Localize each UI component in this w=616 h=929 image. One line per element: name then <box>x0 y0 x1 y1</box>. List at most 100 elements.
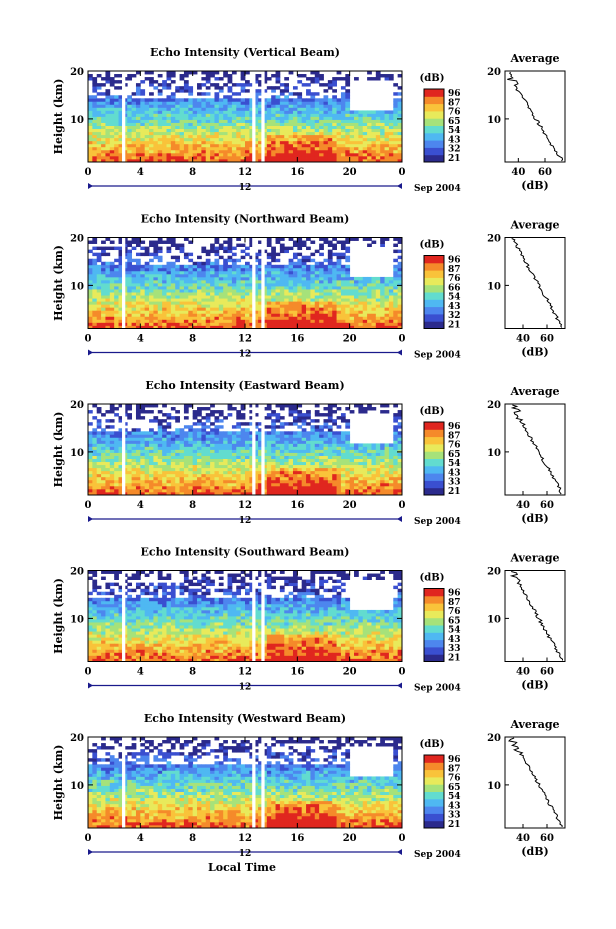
heatmap-cell <box>371 137 377 142</box>
heatmap-cell <box>166 261 172 266</box>
heatmap-cell <box>96 410 102 414</box>
heatmap-cell <box>231 283 237 287</box>
date-marker: 12 <box>239 350 252 360</box>
heatmap-cell <box>306 446 311 450</box>
heatmap-cell <box>319 246 324 251</box>
heatmap-cell <box>310 431 316 435</box>
heatmap-cell <box>288 295 294 299</box>
heatmap-cell <box>397 152 403 157</box>
heatmap-cell <box>96 488 102 493</box>
heatmap-cell <box>227 452 233 456</box>
heatmap-cell <box>319 104 324 108</box>
heatmap-cell <box>271 86 276 90</box>
heatmap-cell <box>319 298 324 302</box>
heatmap-cell <box>367 128 372 133</box>
heatmap-cell <box>279 237 285 241</box>
heatmap-cell <box>266 289 272 293</box>
heatmap-cell <box>183 425 189 429</box>
heatmap-cell <box>279 479 285 484</box>
heatmap-cell <box>266 313 272 317</box>
heatmap-cell <box>236 446 242 450</box>
heatmap-cell <box>96 149 102 154</box>
heatmap-cell <box>240 286 246 290</box>
profile-title: Average <box>509 52 559 65</box>
heatmap-cell <box>227 298 233 302</box>
heatmap-cell <box>266 298 272 302</box>
heatmap-cell <box>157 125 163 130</box>
heatmap-cell <box>88 119 93 123</box>
heatmap-cell <box>162 434 167 438</box>
heatmap-cell <box>127 458 133 463</box>
heatmap-cell <box>375 310 381 314</box>
heatmap-cell <box>149 146 154 151</box>
heatmap-cell <box>197 137 202 142</box>
heatmap-cell <box>114 316 119 320</box>
heatmap-cell <box>288 143 294 148</box>
heatmap-cell <box>314 101 320 105</box>
heatmap-cell <box>236 458 242 463</box>
heatmap-cell <box>127 98 133 102</box>
heatmap-cell <box>266 270 272 275</box>
heatmap-cell <box>249 107 255 111</box>
heatmap-cell <box>175 107 180 111</box>
heatmap-cell <box>135 470 141 475</box>
heatmap-cell <box>166 482 172 487</box>
heatmap-cell <box>135 416 141 420</box>
heatmap-cell <box>284 458 290 463</box>
heatmap-cell <box>258 110 263 114</box>
heatmap-cell <box>205 437 211 441</box>
heatmap-cell <box>297 449 303 453</box>
heatmap-cell <box>153 488 159 493</box>
heatmap-cell <box>284 467 290 472</box>
heatmap-cell <box>271 119 276 123</box>
heatmap-cell <box>92 440 98 444</box>
heatmap-cell <box>231 289 237 293</box>
heatmap-cell <box>292 128 298 133</box>
heatmap-cell <box>105 289 111 293</box>
heatmap-cell <box>192 101 198 105</box>
heatmap-cell <box>227 273 233 278</box>
heatmap-cell <box>301 270 307 275</box>
heatmap-cell <box>319 243 324 247</box>
heatmap-cell <box>218 461 224 466</box>
heatmap-cell <box>388 313 394 317</box>
heatmap-cell <box>358 125 364 130</box>
heatmap-cell <box>393 158 399 163</box>
heatmap-cell <box>201 122 207 126</box>
heatmap-cell <box>349 301 355 305</box>
heatmap-cell <box>340 267 346 272</box>
heatmap-cell <box>162 473 167 478</box>
heatmap-cell <box>140 264 146 269</box>
heatmap-cell <box>332 276 337 281</box>
heatmap-cell <box>253 289 259 293</box>
heatmap-cell <box>201 261 207 266</box>
heatmap-cell <box>284 125 290 130</box>
heatmap-cell <box>205 449 211 453</box>
heatmap-cell <box>284 83 290 87</box>
heatmap-cell <box>345 95 351 99</box>
heatmap-cell <box>127 137 133 142</box>
heatmap-cell <box>310 485 316 490</box>
heatmap-cell <box>292 134 298 139</box>
heatmap-cell <box>297 295 303 299</box>
heatmap-cell <box>223 446 228 450</box>
heatmap-cell <box>297 279 303 284</box>
heatmap-cell <box>96 449 102 453</box>
heatmap-cell <box>166 310 172 314</box>
heatmap-cell <box>201 461 207 466</box>
heatmap-cell <box>197 325 202 329</box>
heatmap-cell <box>358 113 364 117</box>
heatmap-cell <box>384 304 390 308</box>
heatmap-cell <box>157 425 163 429</box>
heatmap-cell <box>114 470 119 475</box>
heatmap-cell <box>183 134 189 139</box>
heatmap-cell <box>384 298 390 302</box>
heatmap-cell <box>349 307 355 311</box>
heatmap-cell <box>218 113 224 117</box>
heatmap-cell <box>249 137 255 142</box>
heatmap-cell <box>249 310 255 314</box>
heatmap-cell <box>140 446 146 450</box>
heatmap-cell <box>323 425 329 429</box>
heatmap-cell <box>101 325 106 329</box>
heatmap-cell <box>266 98 272 102</box>
